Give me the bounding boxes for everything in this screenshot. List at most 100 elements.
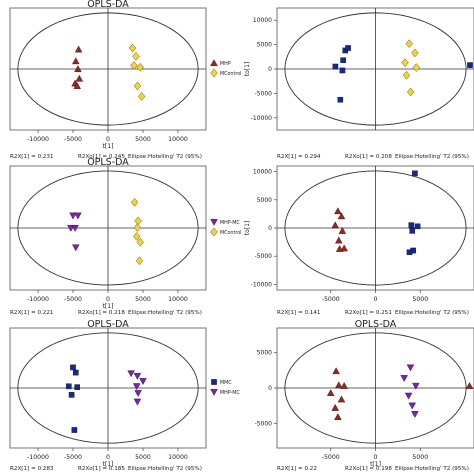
data-point	[134, 390, 142, 397]
r2xo-label: R2Xo[1] = 0.218	[78, 310, 125, 316]
data-point	[70, 364, 76, 371]
ellipse-caption: Ellipse:Hotelling' T2 (95%)	[128, 310, 202, 316]
x-tick-label: 10000	[168, 296, 188, 303]
data-point	[412, 170, 418, 177]
legend-marker	[210, 59, 218, 67]
data-point	[412, 382, 420, 390]
data-point	[331, 403, 339, 411]
hotelling-ellipse	[17, 332, 199, 444]
data-point	[334, 207, 342, 215]
x-tick-label: -5000	[64, 136, 82, 143]
series-1	[326, 367, 348, 420]
data-point	[405, 39, 413, 49]
data-point	[127, 370, 135, 378]
data-point	[401, 58, 409, 68]
series-2	[406, 170, 421, 256]
hotelling-ellipse	[17, 170, 199, 286]
x-tick-label: 5000	[135, 454, 151, 461]
opls-da-panel-3: OPLS-DA -10000 -5000 0 5000 10000 t[1] MHP-MC MC…	[9, 157, 241, 316]
r2x-label: R2X[1] = 0.221	[10, 310, 54, 316]
data-point	[409, 228, 416, 234]
data-point	[137, 92, 146, 101]
data-point	[345, 45, 351, 51]
data-point	[72, 57, 80, 65]
data-point	[132, 51, 140, 61]
x-tick-label: 0	[374, 454, 378, 461]
data-point	[465, 382, 474, 389]
hotelling-ellipse	[17, 12, 199, 126]
data-point	[337, 395, 346, 403]
series-2	[128, 43, 146, 101]
y-tick-label: 10000	[253, 169, 272, 176]
data-point	[340, 57, 346, 64]
x-tick-label: -5000	[64, 296, 82, 303]
x-tick-label: 0	[374, 296, 378, 303]
ellipse-caption: Ellipse:Hotelling' T2 (95%)	[395, 154, 469, 160]
data-point	[75, 74, 84, 82]
y-tick-label: -5000	[255, 90, 273, 97]
x-tick-label: -5000	[322, 296, 340, 303]
r2xo-label: R2Xo[1] = 0.185	[78, 466, 125, 472]
data-point	[332, 367, 340, 375]
r2x-label: R2X[1] = 0.283	[10, 466, 54, 472]
series-1	[71, 45, 84, 89]
ellipse-caption: Ellipse:Hotelling' T2 (95%)	[128, 466, 202, 472]
panel-title: OPLS-DA	[87, 157, 129, 168]
legend-label: MHP	[220, 61, 231, 67]
data-point	[339, 67, 346, 74]
data-point	[74, 384, 80, 390]
data-point	[412, 63, 421, 72]
x-axis-label: t[1]	[103, 143, 114, 150]
y-tick-label: 5000	[257, 42, 272, 49]
data-point	[128, 43, 137, 53]
r2x-label: R2X[1] = 0.294	[277, 154, 321, 160]
data-point	[408, 402, 416, 410]
x-tick-label: 0	[106, 136, 110, 143]
data-point	[406, 249, 413, 256]
x-tick-label: 10000	[168, 454, 188, 461]
data-point	[74, 45, 83, 53]
r2x-label: R2X[1] = 0.22	[277, 466, 317, 472]
data-point	[73, 82, 81, 89]
y-tick-label: 5000	[257, 350, 272, 357]
y-tick-label: -10000	[251, 115, 272, 122]
series-3	[465, 382, 474, 389]
data-point	[411, 411, 419, 418]
opls-da-panel-6: OPLS-DA -5000 0 5000 t[1] 5000 0 -5000 R2X[1] = …	[255, 319, 474, 472]
y-axis-label: to[1]	[244, 62, 251, 77]
data-point	[402, 70, 411, 80]
data-point	[335, 236, 343, 244]
r2xo-label: R2Xo[1] = 0.208	[345, 154, 392, 160]
panel-title: OPLS-DA	[355, 319, 397, 330]
data-point	[467, 62, 473, 68]
y-tick-label: 0	[268, 385, 272, 392]
data-point	[133, 223, 142, 232]
data-point	[139, 378, 147, 385]
legend-label: MHP-MC	[220, 220, 240, 226]
data-point	[132, 383, 141, 391]
legend-marker	[210, 227, 218, 237]
y-tick-label: 5000	[257, 197, 272, 204]
series-1	[331, 207, 348, 252]
x-tick-label: -10000	[27, 136, 49, 143]
data-point	[65, 383, 72, 390]
x-tick-label: 0	[106, 454, 110, 461]
data-point	[334, 413, 342, 420]
panel-title: OPLS-DA	[87, 319, 129, 330]
data-point	[411, 48, 419, 58]
data-point	[400, 375, 408, 382]
hotelling-ellipse	[284, 12, 467, 126]
legend-marker	[210, 389, 218, 396]
x-tick-label: -5000	[64, 454, 82, 461]
x-axis-label: t[1]	[370, 461, 381, 468]
r2xo-label: R2Xo[1] = 0.245	[78, 154, 125, 160]
r2xo-label: R2Xo[1] = 0.251	[345, 310, 392, 316]
opls-da-panel-5: OPLS-DA -10000 -5000 0 5000 10000 t[1] MMC MHP-M…	[9, 319, 240, 472]
data-point	[68, 392, 75, 398]
data-point	[132, 232, 141, 241]
series-1	[332, 45, 473, 103]
data-point	[136, 62, 144, 72]
data-point	[406, 87, 415, 97]
data-point	[331, 221, 339, 229]
